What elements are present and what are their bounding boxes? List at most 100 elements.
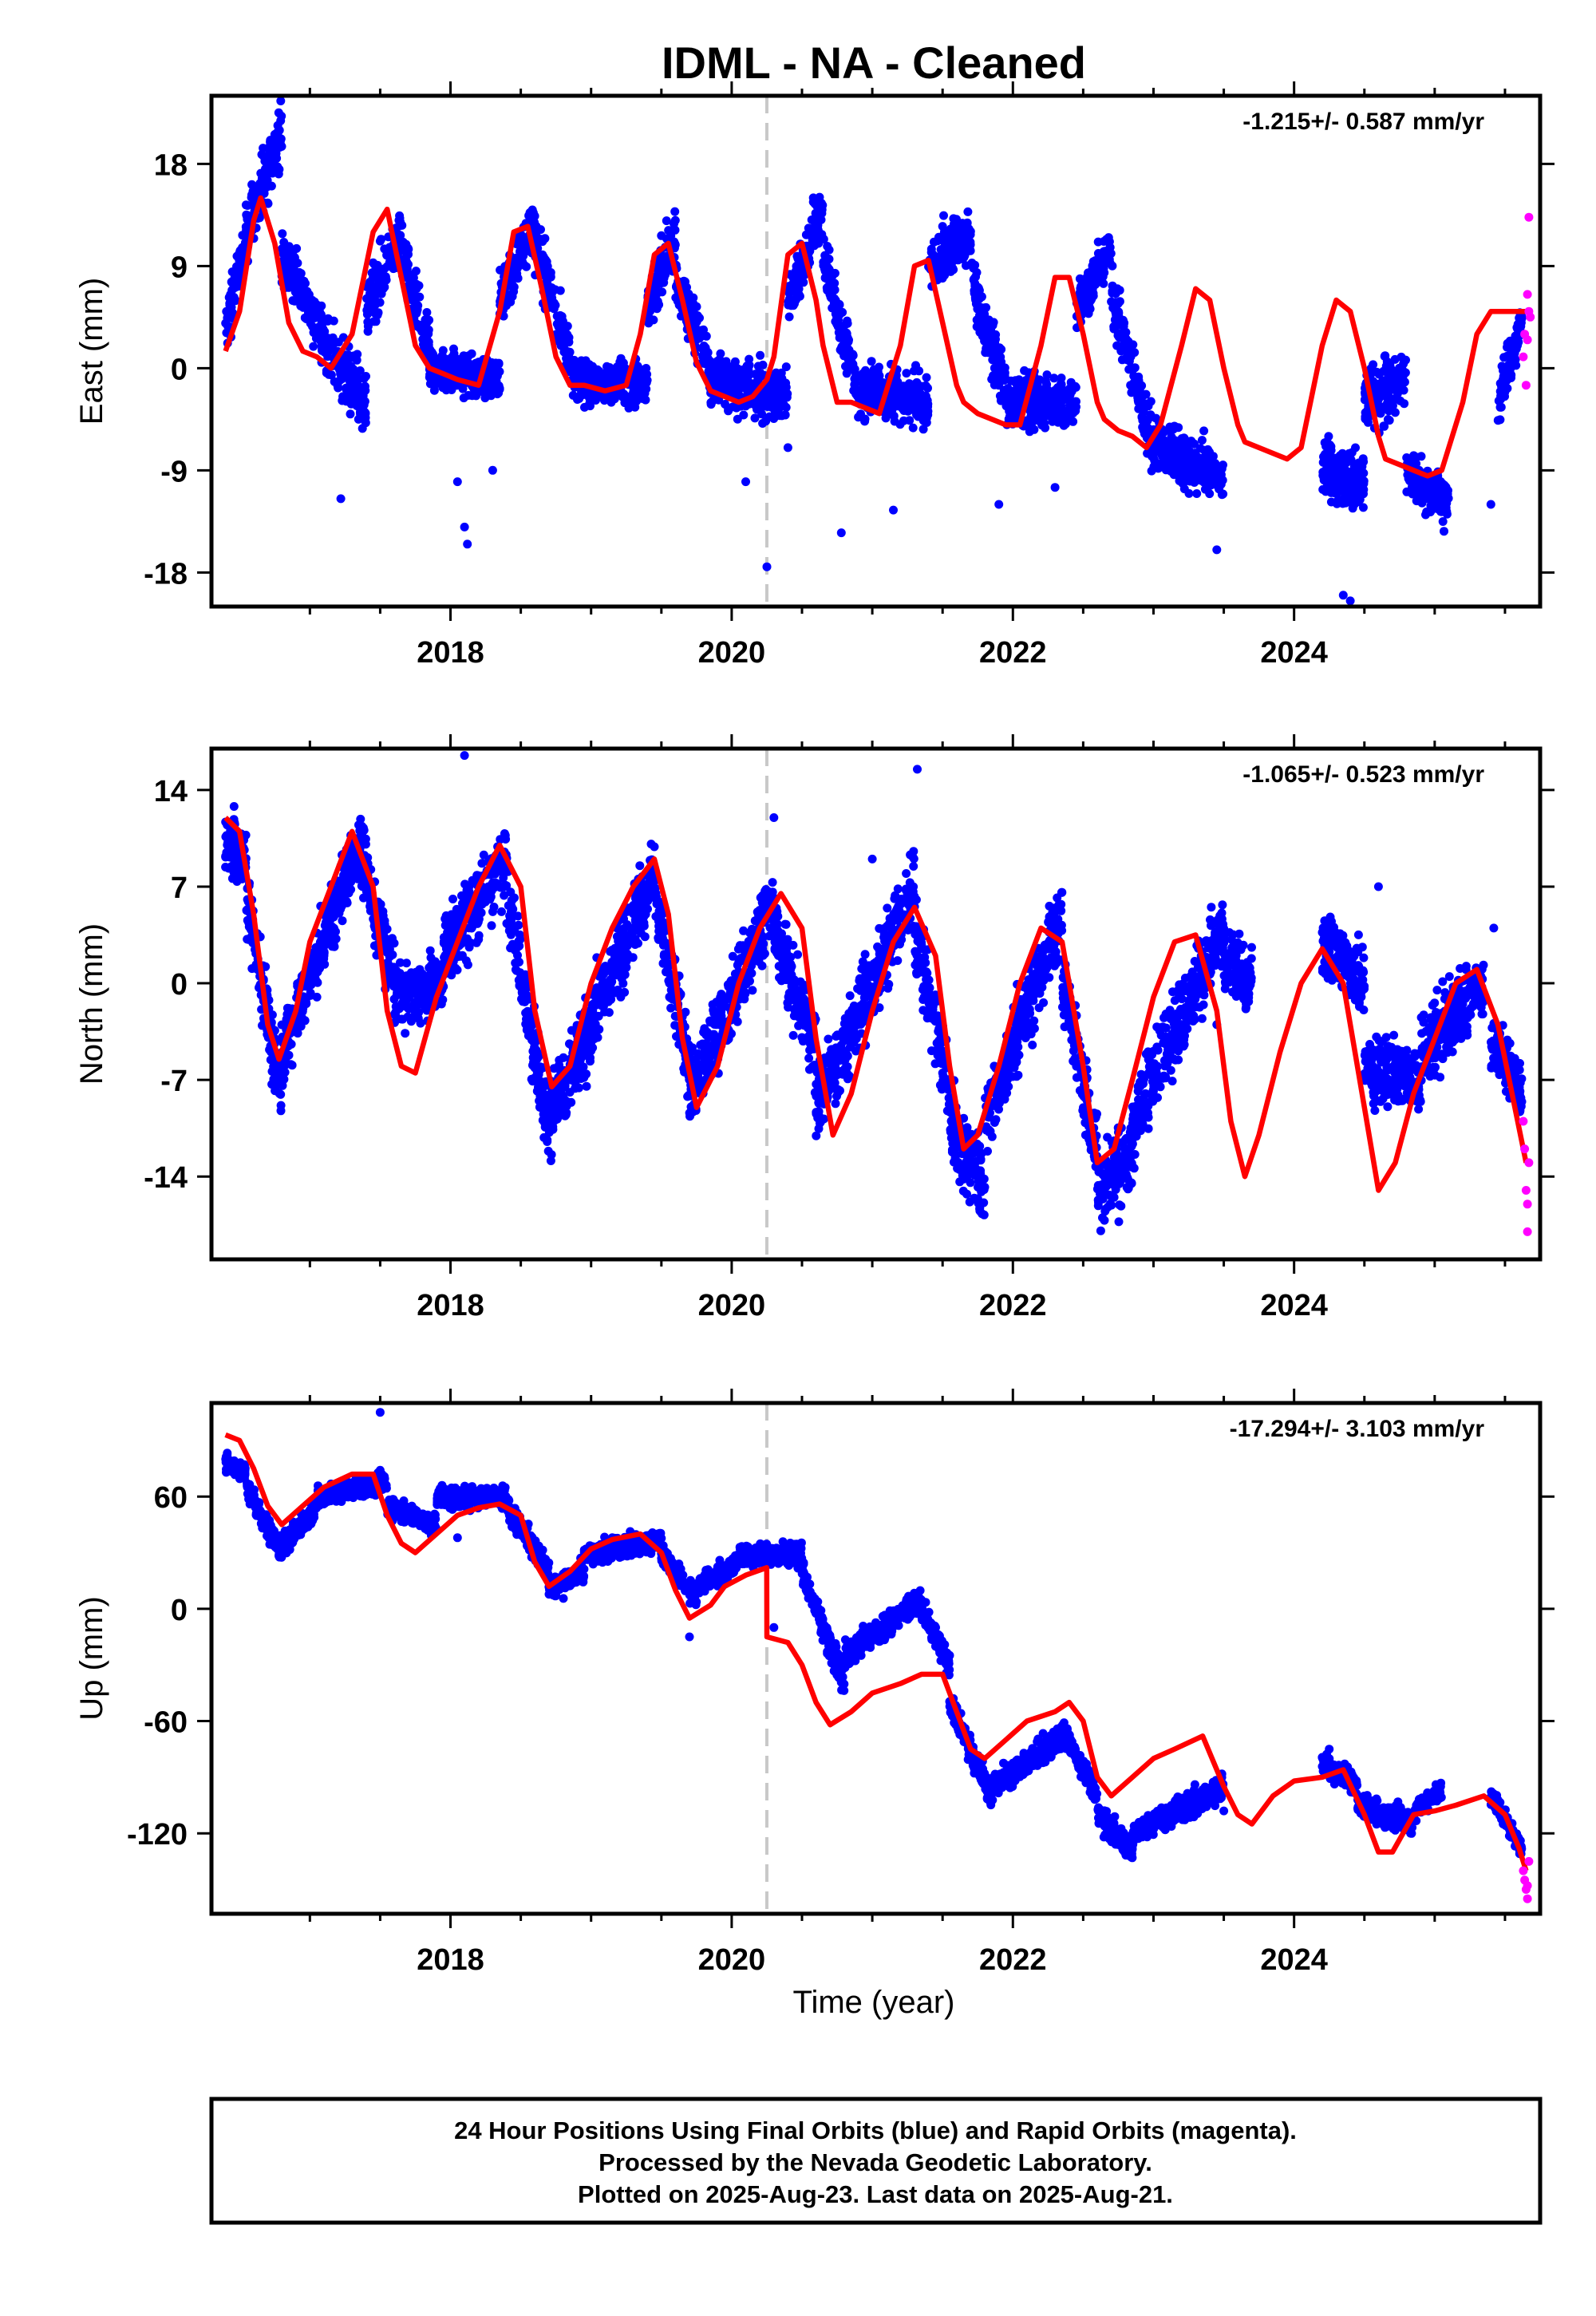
east-x-tick-label: 2018 xyxy=(417,636,484,670)
east-final-point xyxy=(1190,475,1199,484)
east-final-point xyxy=(734,375,744,385)
east-final-point xyxy=(855,390,863,400)
east-final-point xyxy=(916,389,926,399)
east-final-point xyxy=(452,381,461,390)
east-final-point xyxy=(461,355,470,365)
east-final-point xyxy=(922,373,931,382)
east-final-point xyxy=(949,214,958,223)
east-final-point xyxy=(1321,441,1331,451)
east-final-point xyxy=(329,316,338,326)
east-final-point xyxy=(1493,416,1503,425)
east-final-point xyxy=(289,267,298,276)
east-final-point xyxy=(1353,497,1363,507)
east-final-point xyxy=(959,231,969,240)
east-final-point xyxy=(398,239,407,248)
east-final-point xyxy=(1207,480,1216,490)
east-final-point xyxy=(413,322,422,331)
east-final-point xyxy=(867,357,876,366)
east-final-point xyxy=(1426,508,1435,516)
east-final-point xyxy=(1177,455,1187,464)
east-final-point xyxy=(1049,373,1059,383)
east-final-point xyxy=(554,322,563,331)
north-final-point xyxy=(230,864,239,873)
east-final-point xyxy=(618,358,627,368)
east-final-point xyxy=(950,243,960,253)
east-final-point xyxy=(342,383,352,393)
east-final-point xyxy=(993,373,1002,382)
east-final-point xyxy=(813,224,823,234)
east-final-point xyxy=(438,346,448,355)
east-final-point xyxy=(1112,309,1120,318)
east-final-point xyxy=(1358,454,1368,464)
east-final-point xyxy=(429,385,439,395)
east-final-point xyxy=(995,343,1004,353)
east-final-point xyxy=(275,164,284,174)
east-final-point xyxy=(1381,362,1391,371)
east-final-point xyxy=(509,283,519,292)
east-rapid-point xyxy=(1524,212,1534,222)
north-final-point xyxy=(311,943,321,952)
east-final-point xyxy=(382,262,392,271)
east-final-point xyxy=(263,182,272,192)
east-final-point xyxy=(1502,376,1511,385)
east-outlier-point xyxy=(994,500,1004,509)
east-final-point xyxy=(698,352,708,362)
east-final-point xyxy=(259,144,268,153)
east-final-point xyxy=(1175,476,1184,485)
east-final-point xyxy=(994,381,1003,390)
east-final-point xyxy=(443,382,452,392)
east-y-axis-label: East (mm) xyxy=(74,278,109,425)
east-final-point xyxy=(634,393,643,402)
east-final-point xyxy=(247,190,256,200)
east-final-point xyxy=(314,322,323,332)
east-final-point xyxy=(1211,459,1220,468)
east-final-point xyxy=(780,410,790,420)
east-final-point xyxy=(355,408,365,417)
east-outlier-point xyxy=(488,465,497,475)
east-final-point xyxy=(823,242,832,251)
east-final-point xyxy=(1181,468,1191,478)
east-final-point xyxy=(491,365,500,374)
east-final-point xyxy=(974,283,983,293)
north-final-point xyxy=(284,1050,294,1060)
east-final-point xyxy=(732,382,741,392)
east-final-point xyxy=(1428,476,1437,486)
east-final-point xyxy=(871,387,881,397)
east-final-point xyxy=(531,223,540,233)
north-final-point xyxy=(338,916,347,926)
east-final-point xyxy=(338,373,347,382)
east-final-point xyxy=(830,294,839,303)
east-final-point xyxy=(859,382,868,391)
north-final-point xyxy=(382,924,392,934)
east-final-point xyxy=(941,247,950,257)
east-final-point xyxy=(486,391,496,401)
east-final-point xyxy=(939,211,948,220)
east-final-point xyxy=(1340,479,1349,488)
north-final-point xyxy=(276,1101,286,1110)
east-final-point xyxy=(1093,268,1103,278)
east-final-point xyxy=(1336,468,1345,477)
east-final-point xyxy=(375,298,385,307)
east-final-point xyxy=(408,273,417,283)
east-final-point xyxy=(1503,338,1512,348)
east-final-point xyxy=(991,350,1001,360)
east-final-point xyxy=(1108,261,1117,271)
east-final-point xyxy=(1372,367,1381,377)
east-final-point xyxy=(1417,498,1427,508)
east-final-point xyxy=(758,419,768,428)
east-final-point xyxy=(692,317,701,326)
east-final-point xyxy=(708,396,717,405)
north-final-point xyxy=(229,802,239,811)
east-final-point xyxy=(346,409,355,419)
east-final-point xyxy=(568,390,578,400)
east-final-point xyxy=(602,362,611,371)
east-final-point xyxy=(1144,401,1153,411)
east-final-point xyxy=(375,236,385,246)
east-final-point xyxy=(1218,476,1227,485)
east-final-point xyxy=(278,229,287,239)
east-final-point xyxy=(1104,238,1114,247)
east-final-point xyxy=(1516,322,1526,331)
east-final-point xyxy=(820,256,830,266)
east-final-point xyxy=(559,333,568,342)
